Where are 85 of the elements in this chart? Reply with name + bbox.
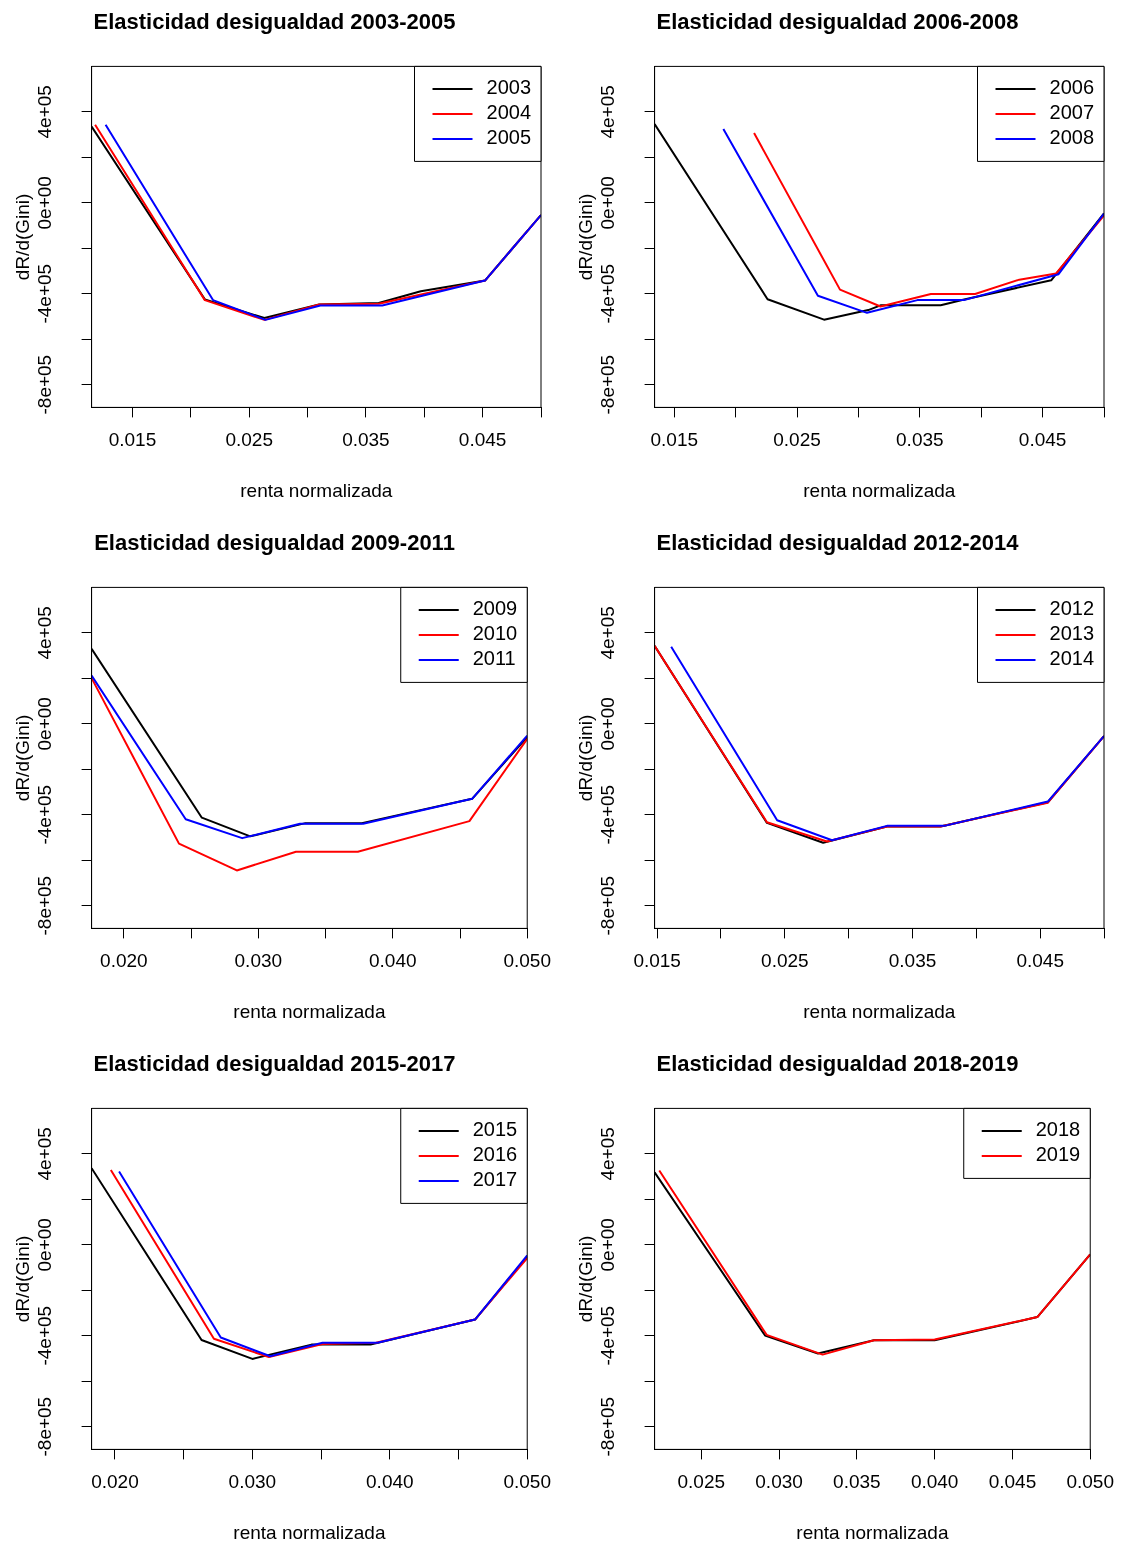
legend-label: 2019 bbox=[1035, 1143, 1081, 1166]
y-tick-label: -8e+05 bbox=[596, 875, 618, 936]
x-tick-label: 0.035 bbox=[888, 950, 937, 972]
x-axis-title: renta normalizada bbox=[240, 479, 393, 501]
y-axis-title: dR/d(Gini) bbox=[11, 193, 33, 281]
x-tick-label: 0.025 bbox=[761, 950, 809, 972]
chart-title: Elasticidad desigualdad 2006-2008 bbox=[656, 9, 1019, 35]
x-tick-label: 0.020 bbox=[100, 950, 148, 972]
legend-label: 2017 bbox=[472, 1168, 518, 1191]
legend-label: 2006 bbox=[1049, 76, 1095, 99]
y-tick-label: -4e+05 bbox=[33, 263, 55, 324]
chart-title: Elasticidad desigualdad 2018-2019 bbox=[656, 1051, 1019, 1077]
y-axis-title: dR/d(Gini) bbox=[574, 714, 596, 802]
y-tick-label: 4e+05 bbox=[33, 1127, 55, 1181]
legend-label: 2010 bbox=[472, 622, 518, 645]
y-tick-label: 0e+00 bbox=[596, 176, 618, 230]
legend-label: 2007 bbox=[1049, 101, 1095, 124]
legend-label: 2018 bbox=[1035, 1118, 1081, 1141]
x-tick-label: 0.040 bbox=[369, 950, 417, 972]
y-tick-label: -4e+05 bbox=[33, 784, 55, 845]
legend-label: 2009 bbox=[472, 597, 518, 620]
x-tick-label: 0.035 bbox=[342, 429, 390, 451]
legend-label: 2013 bbox=[1049, 622, 1095, 645]
y-axis-title: dR/d(Gini) bbox=[574, 1235, 596, 1323]
x-tick-label: 0.050 bbox=[1066, 1471, 1114, 1493]
y-tick-label: -8e+05 bbox=[33, 1396, 55, 1457]
x-tick-label: 0.035 bbox=[833, 1471, 881, 1493]
y-tick-label: -4e+05 bbox=[33, 1305, 55, 1366]
x-tick-label: 0.025 bbox=[225, 429, 273, 451]
y-tick-label: 0e+00 bbox=[596, 697, 618, 751]
legend-label: 2016 bbox=[472, 1143, 518, 1166]
x-tick-label: 0.035 bbox=[896, 429, 944, 451]
x-tick-label: 0.015 bbox=[108, 429, 157, 451]
chart-title: Elasticidad desigualdad 2012-2014 bbox=[656, 530, 1020, 556]
y-tick-label: -4e+05 bbox=[596, 1305, 618, 1366]
y-tick-label: 0e+00 bbox=[33, 1218, 55, 1272]
chart-title: Elasticidad desigualdad 2003-2005 bbox=[93, 9, 456, 35]
y-tick-label: 0e+00 bbox=[33, 176, 55, 230]
y-tick-label: -8e+05 bbox=[33, 875, 55, 936]
y-tick-label: -4e+05 bbox=[596, 263, 618, 324]
y-axis-title: dR/d(Gini) bbox=[574, 193, 596, 281]
x-axis-title: renta normalizada bbox=[803, 1000, 956, 1022]
x-tick-label: 0.050 bbox=[503, 1471, 551, 1493]
legend-label: 2003 bbox=[486, 76, 532, 99]
y-tick-label: 0e+00 bbox=[33, 697, 55, 751]
legend-label: 2008 bbox=[1049, 126, 1095, 149]
x-tick-label: 0.030 bbox=[234, 950, 283, 972]
x-tick-label: 0.025 bbox=[773, 429, 821, 451]
x-tick-label: 0.015 bbox=[650, 429, 699, 451]
x-tick-label: 0.045 bbox=[458, 429, 507, 451]
x-tick-label: 0.040 bbox=[366, 1471, 414, 1493]
y-tick-label: 4e+05 bbox=[33, 606, 55, 660]
y-tick-label: -4e+05 bbox=[596, 784, 618, 845]
x-axis-title: renta normalizada bbox=[796, 1521, 949, 1543]
y-tick-label: -8e+05 bbox=[596, 1396, 618, 1457]
y-tick-label: 0e+00 bbox=[596, 1218, 618, 1272]
x-tick-label: 0.045 bbox=[1018, 429, 1067, 451]
x-tick-label: 0.020 bbox=[91, 1471, 139, 1493]
x-axis-title: renta normalizada bbox=[233, 1000, 386, 1022]
x-tick-label: 0.045 bbox=[1016, 950, 1064, 972]
y-tick-label: 4e+05 bbox=[596, 1127, 618, 1181]
x-tick-label: 0.030 bbox=[228, 1471, 277, 1493]
y-axis-title: dR/d(Gini) bbox=[11, 1235, 33, 1323]
x-tick-label: 0.015 bbox=[633, 950, 681, 972]
x-tick-label: 0.045 bbox=[988, 1471, 1037, 1493]
legend-label: 2014 bbox=[1049, 647, 1095, 670]
chart-title: Elasticidad desigualdad 2009-2011 bbox=[94, 530, 455, 556]
legend-label: 2015 bbox=[472, 1118, 518, 1141]
x-tick-label: 0.040 bbox=[910, 1471, 959, 1493]
y-tick-label: 4e+05 bbox=[33, 85, 55, 139]
chart-title: Elasticidad desigualdad 2015-2017 bbox=[93, 1051, 456, 1077]
x-axis-title: renta normalizada bbox=[233, 1521, 386, 1543]
legend-label: 2012 bbox=[1049, 597, 1095, 620]
x-tick-label: 0.050 bbox=[503, 950, 551, 972]
legend-label: 2005 bbox=[486, 126, 532, 149]
y-tick-label: -8e+05 bbox=[33, 354, 55, 415]
y-tick-label: -8e+05 bbox=[596, 354, 618, 415]
legend-label: 2011 bbox=[472, 647, 516, 670]
y-axis-title: dR/d(Gini) bbox=[11, 714, 33, 802]
x-tick-label: 0.030 bbox=[755, 1471, 803, 1493]
legend-label: 2004 bbox=[486, 101, 532, 124]
x-tick-label: 0.025 bbox=[677, 1471, 726, 1493]
y-tick-label: 4e+05 bbox=[596, 85, 618, 139]
y-tick-label: 4e+05 bbox=[596, 606, 618, 660]
x-axis-title: renta normalizada bbox=[803, 479, 956, 501]
